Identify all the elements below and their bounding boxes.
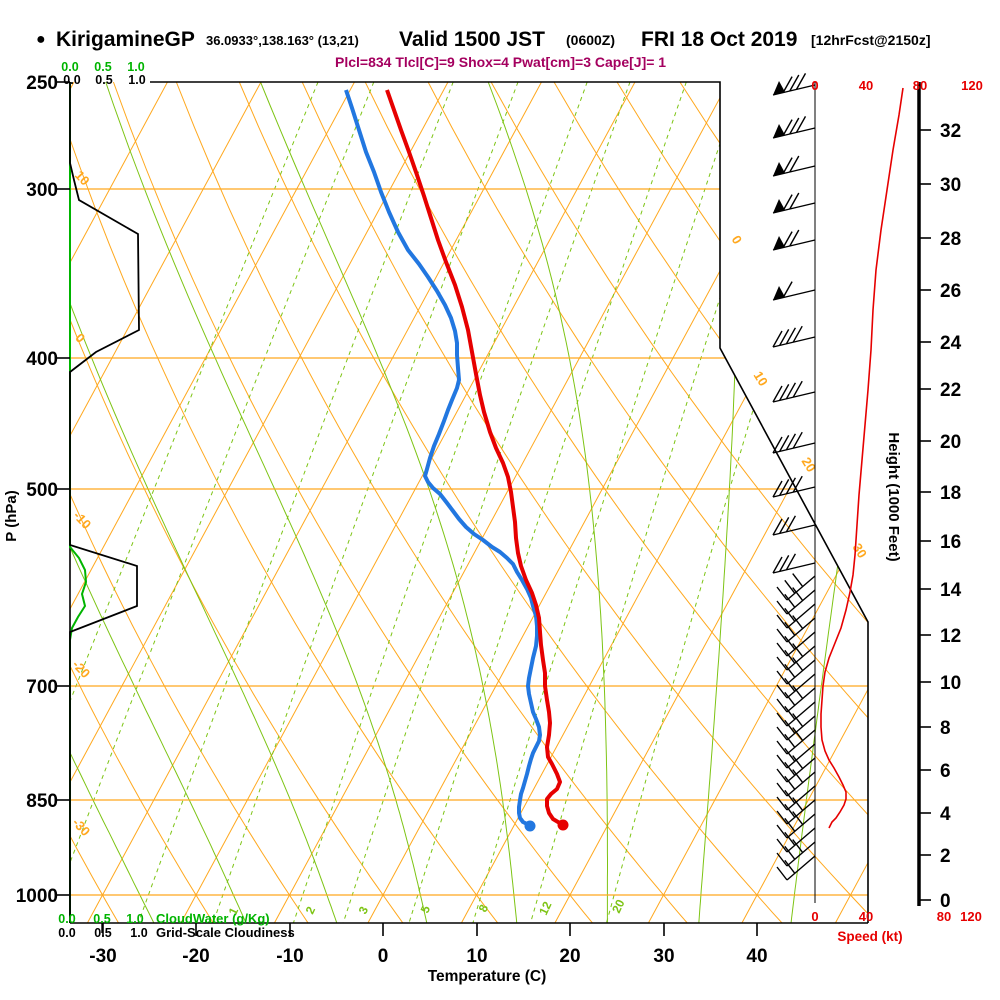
svg-text:0: 0 [811,909,818,924]
svg-text:40: 40 [859,78,873,93]
valid-time-utc: (0600Z) [566,32,616,48]
svg-text:Speed (kt): Speed (kt) [837,929,902,944]
valid-time: Valid 1500 JST [399,28,545,51]
svg-text:0: 0 [940,891,951,912]
svg-text:14: 14 [940,580,962,601]
svg-text:-20: -20 [69,657,93,681]
svg-text:10: 10 [940,673,961,694]
svg-text:-10: -10 [276,946,303,967]
svg-text:Height (1000 Feet): Height (1000 Feet) [885,432,902,561]
svg-text:Grid-Scale Cloudiness: Grid-Scale Cloudiness [156,925,295,940]
svg-text:0.5: 0.5 [94,926,111,940]
sounding-curves [344,89,569,832]
svg-text:20: 20 [940,432,961,453]
svg-text:250: 250 [26,73,58,94]
stability-indices: Plcl=834 Tlcl[C]=9 Shox=4 Pwat[cm]=3 Cap… [335,54,667,70]
svg-text:500: 500 [26,480,58,501]
svg-text:30: 30 [653,946,674,967]
svg-text:0: 0 [378,946,389,967]
dewpoint-curve [344,89,542,826]
svg-text:300: 300 [26,180,58,201]
pressure-axis: 250 300 400 500 700 850 1000 P (hPa) [3,73,70,907]
svg-text:700: 700 [26,677,58,698]
svg-text:12: 12 [940,626,961,647]
svg-text:400: 400 [26,349,58,370]
svg-text:0: 0 [729,233,746,247]
wind-barbs [772,73,816,903]
svg-text:0.0: 0.0 [58,912,75,926]
svg-text:Temperature (C): Temperature (C) [428,968,547,985]
svg-text:12: 12 [536,899,554,917]
svg-text:P (hPa): P (hPa) [3,490,20,541]
svg-text:0.5: 0.5 [94,60,111,74]
temperature-curve [385,89,564,826]
svg-text:5: 5 [418,903,434,915]
svg-text:1000: 1000 [16,886,58,907]
temperature-surface-dot [557,819,569,831]
svg-text:10: 10 [751,369,771,389]
svg-text:850: 850 [26,791,58,812]
svg-text:8: 8 [940,718,951,739]
wind-speed-curve [820,87,904,829]
svg-text:-30: -30 [89,946,116,967]
svg-text:26: 26 [940,281,961,302]
svg-text:CloudWater (g/Kg): CloudWater (g/Kg) [156,911,270,926]
background-grid [70,82,868,923]
svg-text:40: 40 [746,946,767,967]
station-name: KirigamineGP [56,28,195,51]
temperature-axis: -30 -20 -10 0 10 20 30 40 Temperature (C) [89,923,768,985]
svg-text:4: 4 [940,804,951,825]
cloudiness-scales: 0.0 0.5 1.0 0.0 0.5 1.0 0.0 0.5 1.0 0.0 0.5 1.0 Clou… [58,60,294,940]
svg-text:20: 20 [609,897,627,915]
svg-text:0.5: 0.5 [93,912,110,926]
svg-text:0.0: 0.0 [58,926,75,940]
svg-text:30: 30 [940,175,961,196]
svg-text:2: 2 [940,846,951,867]
svg-text:18: 18 [940,483,961,504]
station-coordinates: 36.0933°,138.163° (13,21) [206,33,359,48]
svg-text:20: 20 [559,946,580,967]
svg-text:120: 120 [961,78,983,93]
svg-text:-30: -30 [69,815,93,839]
svg-text:0.0: 0.0 [61,60,78,74]
svg-text:3: 3 [356,904,372,916]
svg-text:0.0: 0.0 [63,73,80,87]
svg-text:32: 32 [940,121,961,142]
svg-text:40: 40 [859,909,873,924]
svg-text:24: 24 [940,333,962,354]
svg-text:10: 10 [466,946,487,967]
svg-text:30: 30 [850,541,870,561]
svg-text:20: 20 [799,455,819,475]
svg-text:6: 6 [940,761,951,782]
cloud-profiles [69,82,140,923]
svg-text:-10: -10 [70,508,94,532]
dewpoint-surface-dot [524,820,536,832]
svg-text:2: 2 [303,904,319,916]
svg-text:-20: -20 [182,946,209,967]
svg-text:1.0: 1.0 [128,73,145,87]
plot-frame [69,81,869,924]
svg-text:1.0: 1.0 [127,60,144,74]
svg-text:80: 80 [913,78,927,93]
svg-text:1.0: 1.0 [126,912,143,926]
forecast-tag: [12hrFcst@2150z] [811,32,931,48]
svg-text:22: 22 [940,380,961,401]
svg-text:0.5: 0.5 [95,73,112,87]
svg-text:28: 28 [940,229,961,250]
station-bullet-icon: ● [36,31,46,48]
svg-text:0: 0 [811,78,818,93]
svg-text:16: 16 [940,532,961,553]
valid-date: FRI 18 Oct 2019 [641,28,798,51]
svg-text:1.0: 1.0 [130,926,147,940]
svg-text:80: 80 [937,909,951,924]
svg-text:120: 120 [960,909,982,924]
